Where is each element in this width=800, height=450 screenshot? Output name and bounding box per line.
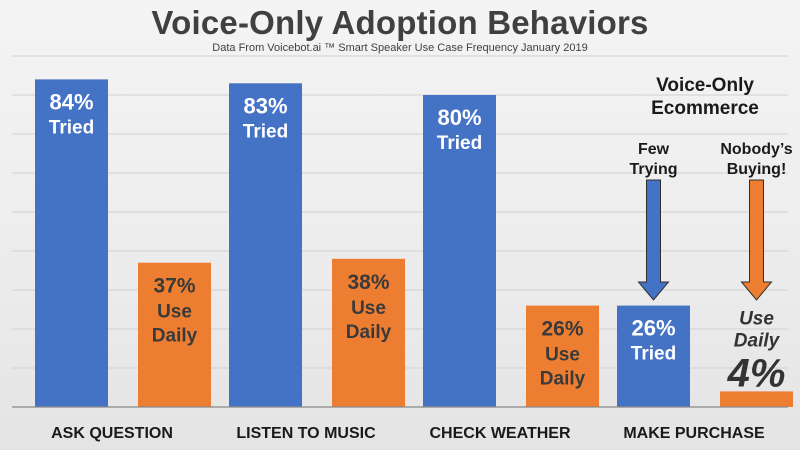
category-label: CHECK WEATHER: [429, 425, 570, 442]
down-arrow-icon: [740, 179, 773, 301]
bar-tried: [423, 95, 496, 407]
data-label-daily-pct: 4%: [727, 351, 786, 395]
bar-use-daily: [720, 391, 793, 407]
data-label-tried-word: Tried: [437, 133, 482, 154]
data-label-daily-word: Daily: [734, 330, 781, 351]
bar-tried: [35, 79, 108, 408]
data-label-tried-word: Tried: [631, 344, 676, 365]
annotation-nobody-buying: Buying!: [727, 161, 787, 178]
down-arrow-icon: [637, 179, 670, 301]
chart-title: Voice-Only Adoption Behaviors: [151, 4, 649, 41]
data-label-tried-word: Tried: [243, 121, 288, 142]
annotation-few-trying: Trying: [629, 161, 677, 178]
bar-use-daily: [526, 305, 599, 407]
category-label: LISTEN TO MUSIC: [236, 425, 376, 442]
data-label-daily-word: Daily: [346, 322, 392, 343]
bar-tried: [617, 305, 690, 407]
data-label-tried-word: Tried: [49, 117, 94, 138]
data-label-tried-pct: 84%: [49, 89, 93, 114]
data-label-tried-pct: 80%: [437, 105, 481, 130]
data-label-daily-word: Use: [157, 302, 192, 323]
data-label-daily-word: Daily: [152, 326, 198, 347]
annotation-nobody-buying: Nobody’s: [720, 141, 792, 158]
chart-subtitle: Data From Voicebot.ai ™ Smart Speaker Us…: [212, 42, 588, 54]
annotation-heading: Ecommerce: [651, 98, 759, 119]
data-label-tried-pct: 83%: [243, 93, 287, 118]
category-label: MAKE PURCHASE: [623, 425, 765, 442]
data-label-daily-word: Use: [739, 308, 774, 329]
category-label: ASK QUESTION: [51, 425, 173, 442]
bar-tried: [229, 83, 302, 408]
data-label-daily-word: Daily: [540, 369, 586, 390]
bar-use-daily: [138, 262, 211, 407]
bar-use-daily: [332, 258, 405, 407]
data-label-daily-pct: 26%: [541, 318, 583, 341]
data-label-daily-word: Use: [545, 345, 580, 366]
annotation-heading: Voice-Only: [656, 75, 754, 96]
data-label-daily-pct: 38%: [347, 271, 389, 294]
data-label-daily-word: Use: [351, 298, 386, 319]
annotation-few-trying: Few: [638, 141, 670, 158]
data-label-tried-pct: 26%: [631, 316, 675, 341]
data-label-daily-pct: 37%: [153, 275, 195, 298]
